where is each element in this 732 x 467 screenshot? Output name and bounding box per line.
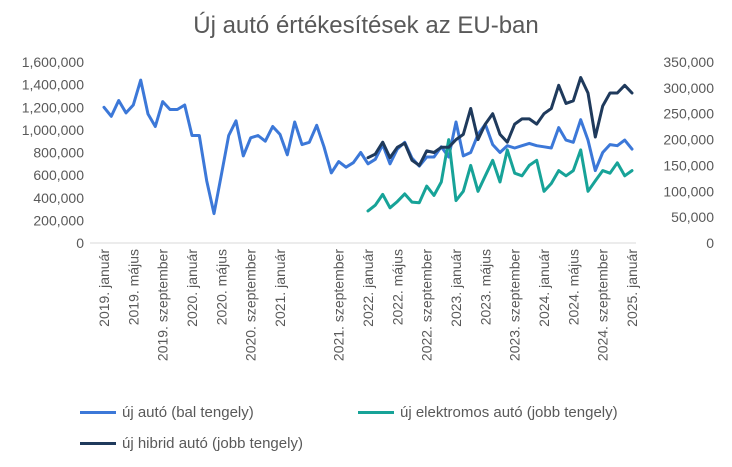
left-axis-tick-label: 800,000 xyxy=(33,145,84,161)
legend-label-electric: új elektromos autó (jobb tengely) xyxy=(400,404,618,421)
left-axis-tick-label: 600,000 xyxy=(33,167,84,183)
legend-swatch-car xyxy=(80,411,116,414)
x-axis-tick-label: 2023. május xyxy=(477,249,493,325)
chart-title: Új autó értékesítések az EU-ban xyxy=(193,12,539,39)
x-axis-tick-label: 2019. május xyxy=(125,249,141,325)
series-line-electric xyxy=(366,138,634,213)
legend-item-hybrid: új hibrid autó (jobb tengely) xyxy=(80,435,303,452)
x-axis-tick-label: 2019. január xyxy=(96,249,112,327)
right-axis-tick-label: 200,000 xyxy=(663,132,714,148)
x-axis-tick-label: 2020. szeptember xyxy=(243,249,259,361)
series-line-car xyxy=(102,78,634,216)
legend-item-car: új autó (bal tengely) xyxy=(80,404,254,421)
x-axis-tick-label: 2021. január xyxy=(272,249,288,327)
x-axis-tick-label: 2024. január xyxy=(536,249,552,327)
x-axis-tick-label: 2022. január xyxy=(360,249,376,327)
legend-swatch-hybrid xyxy=(80,442,116,445)
x-axis-tick-label: 2022. május xyxy=(389,249,405,325)
x-axis-tick-label: 2020. május xyxy=(213,249,229,325)
x-axis-tick-label: 2024. május xyxy=(565,249,581,325)
right-axis-tick-label: 350,000 xyxy=(663,54,714,70)
right-axis-ticks: 0 50,000 100,000 150,000 200,000 250,000 300,0… xyxy=(663,54,714,251)
legend-swatch-electric xyxy=(358,411,394,414)
legend-label-hybrid: új hibrid autó (jobb tengely) xyxy=(122,435,303,452)
x-axis-tick-label: 2025. január xyxy=(624,249,640,327)
left-axis-tick-label: 1,200,000 xyxy=(22,99,84,115)
series-line-hybrid xyxy=(366,76,634,167)
right-axis-tick-label: 100,000 xyxy=(663,183,714,199)
left-axis-tick-label: 0 xyxy=(76,235,84,251)
x-axis-tick-label: 2019. szeptember xyxy=(155,249,171,361)
left-axis-tick-label: 200,000 xyxy=(33,212,84,228)
right-axis-tick-label: 150,000 xyxy=(663,157,714,173)
left-axis-tick-label: 1,400,000 xyxy=(22,77,84,93)
left-axis-tick-label: 400,000 xyxy=(33,190,84,206)
x-axis-tick-label: 2023. szeptember xyxy=(507,249,523,361)
left-axis-tick-label: 1,600,000 xyxy=(22,54,84,70)
legend-item-electric: új elektromos autó (jobb tengely) xyxy=(358,404,618,421)
right-axis-tick-label: 300,000 xyxy=(663,80,714,96)
right-axis-tick-label: 0 xyxy=(706,235,714,251)
series-lines xyxy=(102,76,634,216)
right-axis-tick-label: 250,000 xyxy=(663,106,714,122)
right-axis-tick-label: 50,000 xyxy=(671,209,714,225)
x-axis-tick-label: 2023. január xyxy=(448,249,464,327)
x-axis-tick-label: 2020. január xyxy=(184,249,200,327)
left-axis-tick-label: 1,000,000 xyxy=(22,122,84,138)
x-axis-ticks: 2019. január 2019. május 2019. szeptember 2… xyxy=(96,249,640,361)
legend-label-car: új autó (bal tengely) xyxy=(122,404,254,421)
left-axis-ticks: 0 200,000 400,000 600,000 800,000 1,000,000 1,… xyxy=(22,54,85,251)
x-axis-tick-label: 2022. szeptember xyxy=(419,249,435,361)
x-axis-tick-label: 2021. szeptember xyxy=(331,249,347,361)
x-axis-tick-label: 2024. szeptember xyxy=(595,249,611,361)
